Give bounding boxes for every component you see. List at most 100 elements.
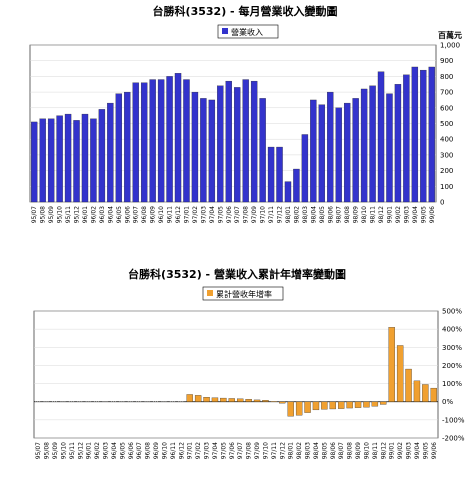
x-tick-label: 99/04 — [414, 442, 421, 459]
bar — [318, 104, 326, 203]
x-tick-label: 96/08 — [145, 442, 152, 459]
x-tick-label: 95/09 — [52, 442, 59, 459]
y-tick-label: -200% — [442, 435, 465, 443]
y-tick-label: 200% — [442, 362, 462, 370]
x-tick-label: 97/11 — [271, 442, 278, 459]
bar — [411, 66, 419, 203]
bar — [107, 102, 114, 203]
y-tick-label: 300 — [440, 151, 453, 159]
x-tick-label: 97/10 — [262, 442, 269, 459]
x-tick-label: 99/05 — [420, 206, 427, 223]
x-tick-label: 99/01 — [386, 206, 393, 223]
bar — [174, 73, 182, 203]
bar — [267, 146, 275, 203]
bar — [203, 397, 210, 402]
bar — [403, 74, 410, 203]
x-tick-label: 98/04 — [313, 442, 320, 459]
x-tick-label: 99/05 — [422, 442, 429, 459]
bar — [335, 107, 342, 203]
x-tick-label: 98/04 — [310, 206, 317, 223]
bar — [39, 118, 46, 203]
bar — [338, 401, 345, 409]
x-tick-label: 98/12 — [380, 442, 387, 459]
bar — [321, 401, 328, 410]
x-tick-label: 97/04 — [212, 442, 219, 459]
bar — [217, 85, 224, 203]
x-tick-label: 99/03 — [406, 442, 413, 459]
y-tick-label: 400% — [442, 326, 462, 334]
bar — [47, 118, 55, 203]
bar — [413, 380, 421, 402]
x-tick-label: 97/01 — [183, 206, 190, 223]
x-tick-label: 99/01 — [389, 442, 396, 459]
bar — [295, 401, 303, 416]
bar — [81, 113, 89, 203]
x-tick-label: 97/11 — [268, 206, 275, 223]
x-tick-label: 96/09 — [150, 206, 157, 223]
bar — [253, 399, 261, 402]
bar — [369, 85, 376, 203]
x-tick-label: 96/03 — [99, 206, 106, 223]
bar — [310, 99, 317, 203]
bar — [132, 82, 139, 203]
bar — [304, 401, 311, 413]
bar — [396, 345, 404, 402]
bar — [225, 80, 232, 203]
x-tick-label: 98/02 — [293, 206, 300, 223]
y-tick-label: 500 — [440, 120, 453, 128]
bar — [287, 401, 294, 417]
bar — [140, 82, 148, 203]
y-tick-label: -100% — [442, 416, 465, 424]
y-tick-label: 500% — [442, 308, 462, 316]
x-tick-label: 95/09 — [48, 206, 55, 223]
x-tick-label: 96/06 — [124, 206, 131, 223]
x-tick-label: 98/07 — [336, 206, 343, 223]
legend-box — [202, 286, 284, 301]
x-tick-label: 99/06 — [431, 442, 438, 459]
x-tick-label: 96/02 — [94, 442, 101, 459]
bar — [329, 401, 336, 410]
y-tick-label: 800 — [440, 73, 453, 81]
x-tick-label: 97/02 — [195, 442, 202, 459]
x-tick-label: 96/08 — [141, 206, 148, 223]
x-tick-label: 98/11 — [370, 206, 377, 223]
x-tick-label: 97/12 — [277, 206, 284, 223]
bar — [327, 91, 334, 203]
bar — [380, 401, 387, 405]
chart-title: 台勝科(3532) - 每月營業收入變動圖 — [153, 4, 338, 18]
bar — [186, 394, 193, 402]
x-tick-label: 97/04 — [209, 206, 216, 223]
x-tick-label: 96/01 — [86, 442, 93, 459]
bar — [228, 398, 235, 402]
bar — [98, 109, 106, 203]
x-tick-label: 98/03 — [302, 206, 309, 223]
x-tick-label: 98/10 — [363, 442, 370, 459]
x-tick-label: 96/10 — [158, 206, 165, 223]
legend-swatch — [222, 28, 228, 34]
bar — [220, 397, 227, 402]
y-tick-label: 400 — [440, 136, 453, 144]
bar — [124, 91, 131, 203]
bar — [115, 93, 123, 203]
x-tick-label: 95/07 — [35, 442, 42, 459]
x-tick-label: 95/08 — [44, 442, 51, 459]
bar — [284, 181, 292, 203]
x-tick-label: 98/01 — [288, 442, 295, 459]
x-tick-label: 96/01 — [82, 206, 89, 223]
bar — [293, 168, 300, 203]
legend-entry: 營業收入 — [231, 27, 263, 37]
x-tick-label: 95/10 — [57, 206, 64, 223]
bar — [234, 87, 241, 203]
bar — [245, 399, 252, 402]
bar — [191, 91, 199, 203]
x-tick-label: 98/03 — [305, 442, 312, 459]
bar — [250, 80, 258, 203]
bar — [371, 401, 379, 407]
x-tick-label: 96/06 — [128, 442, 135, 459]
bar — [194, 395, 202, 402]
x-tick-label: 95/12 — [74, 206, 81, 223]
bar — [352, 98, 359, 203]
y-tick-label: 300% — [442, 344, 462, 352]
x-tick-label: 98/08 — [344, 206, 351, 223]
